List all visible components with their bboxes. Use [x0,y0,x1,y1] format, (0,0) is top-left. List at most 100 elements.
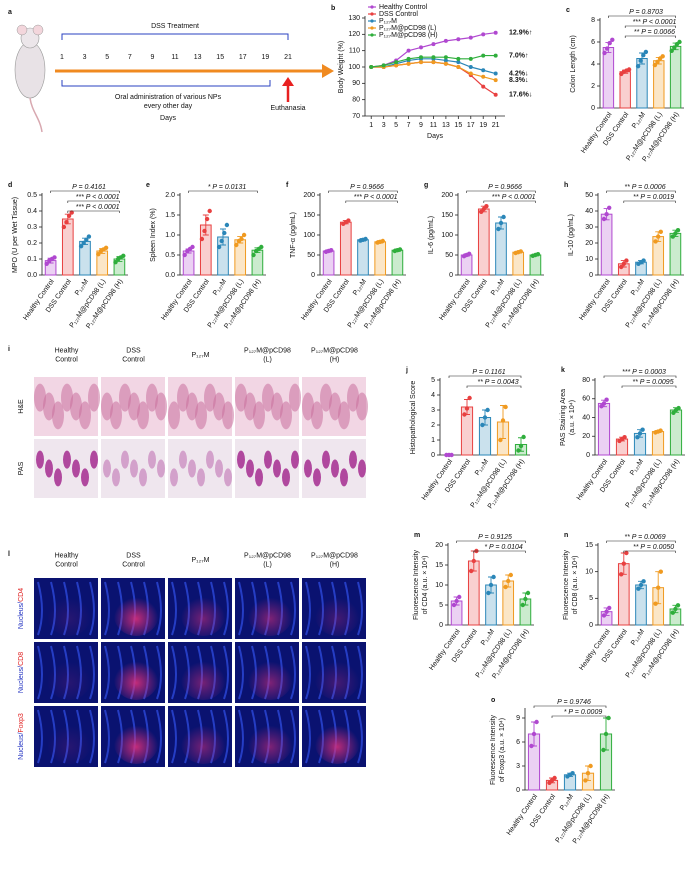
data-point [675,228,681,233]
tissue [148,450,156,469]
tissue [112,468,120,487]
tissue [88,383,100,412]
y-axis-title: PAS Staining Area [560,389,567,446]
column-header: DSS [126,552,141,559]
series-point [493,71,498,76]
data-point [658,569,663,574]
data-point [637,431,643,436]
tissue [156,581,162,636]
y-tick-label: 50 [585,192,593,199]
tissue [37,581,43,636]
significance-label: * P = 0.0009 [564,709,603,716]
bar [374,241,387,276]
data-point [467,251,472,256]
y-tick-label: 0.3 [27,224,37,231]
column-header: P₁₂₇M [192,557,210,564]
data-point [621,261,626,266]
tissue [223,581,229,636]
data-point [481,206,486,212]
series-point [456,60,461,65]
data-point [602,50,607,56]
tissue [119,383,131,412]
signal [46,721,92,764]
day-label: 5 [105,54,109,61]
tissue [331,459,339,478]
data-point [96,252,101,257]
data-point [482,415,488,420]
column-header: Healthy [55,347,79,354]
day-label: 13 [194,54,202,61]
tissue [52,401,64,430]
data-point [521,434,526,440]
data-point [671,410,676,416]
data-point [626,67,632,72]
x-tick-label: P₁₂₇M [212,278,228,297]
tissue [157,459,165,478]
data-point [641,258,646,263]
data-point [518,249,523,254]
tissue [222,401,234,430]
micrographs [34,377,368,767]
tissue [329,392,341,421]
significance-label: ** P = 0.0043 [477,379,518,386]
data-point [491,574,496,580]
significance-label: *** P = 0.0003 [622,369,666,376]
panel-letter: i [8,346,10,353]
data-point [44,261,49,266]
y-tick-label: 0 [586,452,590,459]
tissue [171,709,177,764]
signal [113,657,159,700]
tissue [357,581,363,636]
x-tick-label: P₁₂₇M [629,458,645,477]
significance-label: ** P = 0.0050 [633,544,674,551]
data-point [601,747,606,753]
data-point [607,605,612,611]
series-point [481,32,486,37]
data-point [677,39,682,45]
data-point [464,406,470,411]
data-point [599,404,604,409]
significance-label: P = 0.9666 [350,184,384,191]
oral-label: every other day [144,103,193,110]
tissue [271,392,283,421]
significance-label: * P = 0.0104 [484,544,523,551]
series-point [468,71,473,76]
tissue [37,645,43,700]
tissue [273,459,281,478]
data-point [676,405,681,411]
significance-label: ** P = 0.0095 [632,379,673,386]
data-point [552,775,557,781]
x-tick-label: 21 [492,122,500,129]
data-point [636,586,641,591]
data-point [182,252,187,258]
panel-letter: k [561,367,565,374]
x-tick-label: 17 [467,122,475,129]
tissue [305,581,311,636]
y-tick-label: 2.0 [165,192,175,199]
y-tick-label: 10 [585,569,593,576]
significance-bracket [603,375,677,378]
data-point [601,216,607,222]
y-tick-label: 4 [431,392,435,399]
significance-bracket [67,200,120,203]
series-point [406,48,411,53]
data-point [52,255,57,260]
signal [314,657,360,700]
significance-bracket [623,550,676,553]
tissue [89,581,95,636]
end-label: 12.9%↑ [509,30,532,37]
day-label: 21 [284,54,292,61]
data-point [635,63,641,69]
tissue [204,383,216,412]
column-header: P₁₂₇M@pCD98 [311,347,358,354]
panel-letter: a [8,9,12,16]
y-tick-label: 0 [439,622,443,629]
series-point [394,63,399,68]
x-tick-label: P₁₂₇M [474,458,490,477]
tissue [104,581,110,636]
data-point [500,418,506,423]
x-tick-label: P₁₂₇M [631,111,647,130]
data-point [535,252,541,257]
y-axis-title: Spleen Index (%) [150,208,157,262]
y-tick-label: 60 [582,396,590,403]
